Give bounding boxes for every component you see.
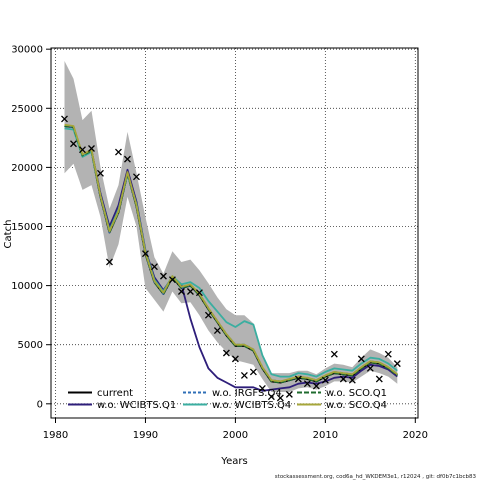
observed-point: [240, 371, 248, 379]
observed-point: [70, 140, 77, 148]
observed-point: [267, 393, 275, 401]
observed-point: [195, 289, 203, 297]
observed-point: [276, 394, 284, 402]
observed-point: [150, 263, 158, 271]
observed-point: [366, 364, 374, 372]
legend-item-5: w.o. SCO.Q4: [297, 400, 387, 411]
observed-point: [303, 380, 311, 388]
observed-point: [321, 376, 329, 384]
y-tick-label: 20000: [11, 163, 43, 174]
x-tick-label: 2010: [313, 430, 338, 441]
legend-label: w.o. WCIBTS.Q4: [212, 400, 291, 411]
y-tick-label: 5000: [18, 340, 43, 351]
footer-credit: stockassessment.org, cod6a_hd_WKDEM3e1, …: [275, 474, 477, 480]
plot-frame: [50, 47, 419, 419]
legend-item-3: w.o. WCIBTS.Q4: [183, 400, 291, 411]
confidence-band-area: [64, 61, 398, 392]
legend-item-4: w.o. SCO.Q1: [297, 388, 387, 399]
x-tick-label: 1990: [133, 430, 158, 441]
observed-point: [339, 375, 347, 383]
observed-point: [357, 355, 365, 363]
observed-point: [79, 146, 86, 154]
axes: 1980 1990 2000 2010 2020 0 5000 10000 15000 20000…: [11, 45, 428, 441]
y-tick-label: 30000: [11, 45, 43, 56]
observed-point: [258, 384, 266, 392]
observed-point: [384, 350, 392, 358]
observed-point: [61, 115, 68, 123]
y-tick-label: 25000: [11, 104, 43, 115]
observed-point: [159, 272, 167, 280]
observed-point: [177, 288, 185, 295]
observed-point: [115, 148, 122, 156]
legend-item-1: w.o. WCIBTS.Q1: [68, 400, 176, 411]
legend-label: current: [97, 388, 133, 399]
observed-point: [222, 349, 230, 357]
observed-point: [312, 382, 320, 390]
observed-point: [375, 375, 383, 383]
legend-item-0: current: [68, 388, 133, 399]
observed-point: [168, 276, 176, 284]
y-tick-label: 0: [37, 399, 43, 410]
y-tick-label: 15000: [11, 222, 43, 233]
x-tick-label: 2000: [223, 430, 248, 441]
observed-point: [123, 155, 131, 163]
observed-point: [204, 311, 212, 319]
legend-label: w.o. SCO.Q4: [326, 400, 387, 411]
observed-point: [285, 390, 293, 398]
observed-point: [132, 173, 140, 181]
observed-point: [106, 258, 113, 266]
observed-point: [330, 350, 338, 358]
observed-point: [88, 145, 95, 152]
y-axis-title: Catch: [3, 220, 14, 249]
legend-label: w.o. IRGFS.Q4: [212, 388, 282, 399]
observed-point: [249, 368, 257, 376]
observed-point: [97, 169, 104, 177]
observed-point: [393, 360, 401, 368]
confidence-band: [64, 61, 398, 392]
x-axis-title: Years: [220, 456, 247, 467]
observed-point: [231, 355, 239, 363]
observed-point: [213, 327, 221, 334]
observed-point: [186, 288, 194, 295]
legend-label: w.o. WCIBTS.Q1: [97, 400, 176, 411]
x-tick-label: 2020: [403, 430, 428, 441]
observed-points: [61, 115, 401, 402]
y-tick-label: 10000: [11, 281, 43, 292]
observed-point: [141, 250, 149, 258]
x-tick-label: 1980: [43, 430, 68, 441]
observed-point: [294, 375, 302, 383]
observed-point: [348, 376, 356, 384]
series-line-5: [64, 123, 398, 383]
legend-label: w.o. SCO.Q1: [326, 388, 387, 399]
legend-item-2: w.o. IRGFS.Q4: [183, 388, 282, 399]
